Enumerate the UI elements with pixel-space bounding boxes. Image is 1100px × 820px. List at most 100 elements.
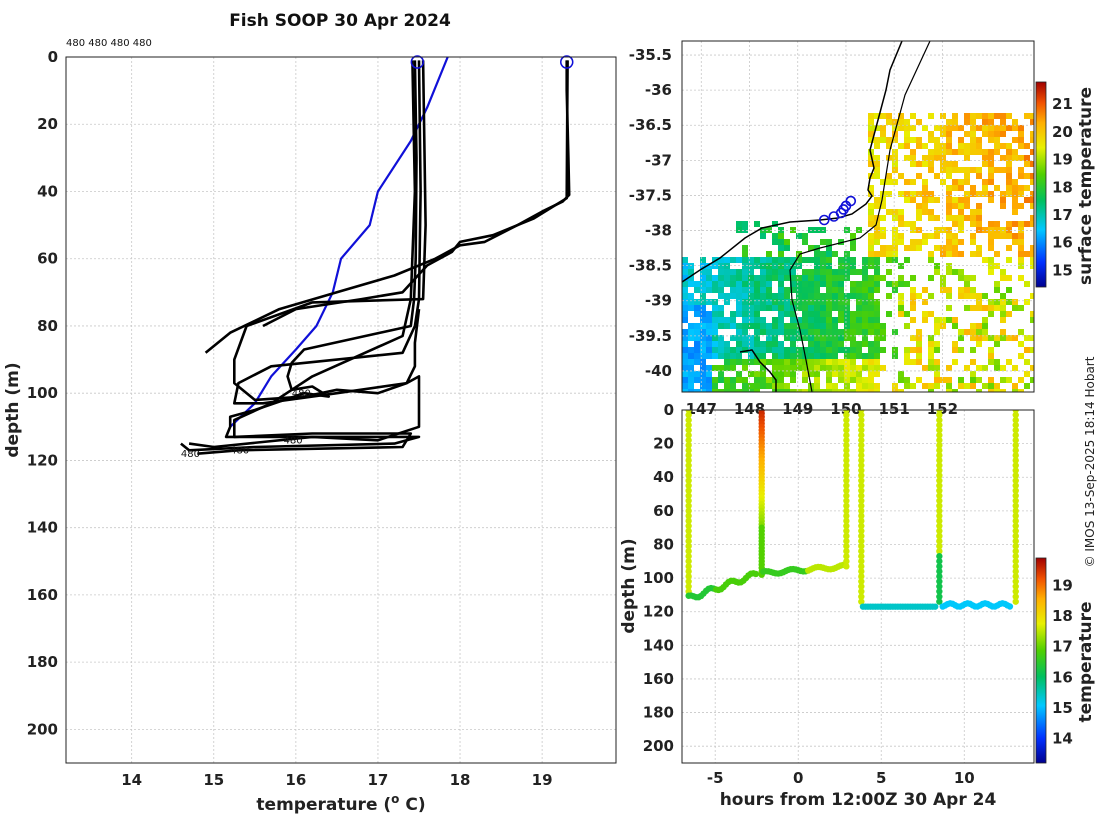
sst-cell bbox=[706, 281, 712, 287]
sst-cell bbox=[1006, 167, 1012, 173]
sst-cell bbox=[808, 323, 814, 329]
sst-cell bbox=[916, 329, 922, 335]
sst-cell bbox=[952, 215, 958, 221]
sst-cell bbox=[994, 251, 1000, 257]
sst-cell bbox=[1006, 335, 1012, 341]
sst-cell bbox=[694, 377, 700, 383]
series-profile-4 bbox=[197, 60, 417, 455]
sst-cell bbox=[964, 179, 970, 185]
sst-cell bbox=[988, 125, 994, 131]
sst-cell bbox=[988, 299, 994, 305]
section-point bbox=[858, 598, 865, 605]
credit-text: © IMOS 13-Sep-2025 18:14 Hobart bbox=[1083, 356, 1097, 567]
sst-cell bbox=[892, 239, 898, 245]
map-colorbar bbox=[1035, 81, 1047, 288]
section-point bbox=[843, 472, 850, 479]
sst-cell bbox=[682, 353, 688, 359]
sst-cell bbox=[904, 143, 910, 149]
sst-cell bbox=[892, 131, 898, 137]
sst-cell bbox=[958, 203, 964, 209]
sst-cell bbox=[862, 287, 868, 293]
sst-cell bbox=[880, 245, 886, 251]
section-point bbox=[685, 462, 692, 469]
sst-cell bbox=[934, 341, 940, 347]
sst-cell bbox=[760, 257, 766, 263]
sst-cell bbox=[964, 191, 970, 197]
sst-cell bbox=[820, 335, 826, 341]
sst-cell bbox=[880, 179, 886, 185]
sst-cell bbox=[904, 155, 910, 161]
sst-cell bbox=[850, 263, 856, 269]
sst-cell bbox=[916, 203, 922, 209]
sst-cell bbox=[964, 281, 970, 287]
sst-cell bbox=[856, 347, 862, 353]
sst-cell bbox=[868, 113, 874, 119]
sst-cell bbox=[1012, 197, 1018, 203]
sst-cell bbox=[712, 347, 718, 353]
sst-cell bbox=[946, 365, 952, 371]
sst-cell bbox=[874, 353, 880, 359]
sst-cell bbox=[796, 359, 802, 365]
sst-cell bbox=[730, 293, 736, 299]
sst-cell bbox=[994, 131, 1000, 137]
sst-cell bbox=[724, 281, 730, 287]
sst-cell bbox=[1000, 311, 1006, 317]
sst-cell bbox=[874, 365, 880, 371]
sst-cell bbox=[796, 293, 802, 299]
sst-cell bbox=[1000, 119, 1006, 125]
sst-cell bbox=[1030, 137, 1034, 143]
sst-cell bbox=[820, 329, 826, 335]
sst-cell bbox=[862, 365, 868, 371]
sst-cell bbox=[982, 227, 988, 233]
sst-cell bbox=[802, 311, 808, 317]
sst-cell bbox=[706, 335, 712, 341]
sst-cell bbox=[964, 329, 970, 335]
sst-cell bbox=[784, 335, 790, 341]
section-point bbox=[685, 522, 692, 530]
sst-cell bbox=[934, 365, 940, 371]
sst-cell bbox=[976, 227, 982, 233]
sst-cell bbox=[838, 317, 844, 323]
sst-cell bbox=[760, 299, 766, 305]
sst-cell bbox=[748, 359, 754, 365]
sst-cell bbox=[826, 323, 832, 329]
sst-cell bbox=[1018, 251, 1024, 257]
sst-cell bbox=[838, 269, 844, 275]
sst-cell bbox=[988, 197, 994, 203]
sst-cell bbox=[970, 323, 976, 329]
sst-cell bbox=[940, 167, 946, 173]
section-point bbox=[1012, 432, 1019, 439]
section-y-tick-label: 180 bbox=[643, 704, 674, 722]
sst-cell bbox=[778, 251, 784, 257]
section-point bbox=[936, 437, 943, 444]
sst-cell bbox=[946, 191, 952, 197]
sst-cell bbox=[874, 125, 880, 131]
sst-cell bbox=[718, 287, 724, 293]
section-point bbox=[1012, 507, 1019, 515]
sst-cell bbox=[868, 365, 874, 371]
sst-cell bbox=[910, 275, 916, 281]
sst-cell bbox=[970, 371, 976, 377]
sst-cell bbox=[994, 287, 1000, 293]
sst-cell bbox=[766, 275, 772, 281]
sst-cell bbox=[868, 131, 874, 137]
sst-cell bbox=[682, 311, 688, 317]
sst-cell bbox=[880, 197, 886, 203]
section-point bbox=[936, 542, 943, 550]
sst-cell bbox=[892, 155, 898, 161]
section-point bbox=[1012, 497, 1019, 504]
sst-cell bbox=[904, 353, 910, 359]
sst-cell bbox=[976, 365, 982, 371]
sst-cell bbox=[994, 281, 1000, 287]
sst-cell bbox=[970, 167, 976, 173]
sst-cell bbox=[994, 359, 1000, 365]
sst-cell bbox=[892, 347, 898, 353]
sst-cell bbox=[796, 251, 802, 257]
sst-cell bbox=[892, 251, 898, 257]
sst-cell bbox=[874, 203, 880, 209]
sst-cell bbox=[706, 353, 712, 359]
sst-cell bbox=[730, 383, 736, 389]
sst-cell bbox=[946, 293, 952, 299]
